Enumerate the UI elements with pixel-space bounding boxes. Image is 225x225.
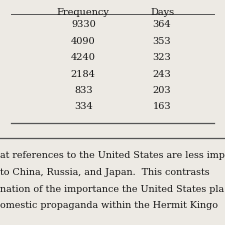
Text: 364: 364 <box>153 20 171 29</box>
Text: 323: 323 <box>153 53 171 62</box>
Text: 4240: 4240 <box>71 53 96 62</box>
Text: 243: 243 <box>153 70 171 79</box>
Text: 353: 353 <box>153 37 171 46</box>
Text: 4090: 4090 <box>71 37 96 46</box>
Text: at references to the United States are less imp: at references to the United States are l… <box>0 151 225 160</box>
Text: omestic propaganda within the Hermit Kingo: omestic propaganda within the Hermit Kin… <box>0 201 218 210</box>
Text: 833: 833 <box>74 86 92 95</box>
Text: 163: 163 <box>153 102 171 111</box>
Text: to China, Russia, and Japan.  This contrasts: to China, Russia, and Japan. This contra… <box>0 168 210 177</box>
Text: 9330: 9330 <box>71 20 96 29</box>
Text: 2184: 2184 <box>71 70 96 79</box>
Text: 334: 334 <box>74 102 93 111</box>
Text: Frequency: Frequency <box>57 8 110 17</box>
Text: Days: Days <box>150 8 174 17</box>
Text: nation of the importance the United States pla: nation of the importance the United Stat… <box>0 184 224 194</box>
Text: 203: 203 <box>153 86 171 95</box>
